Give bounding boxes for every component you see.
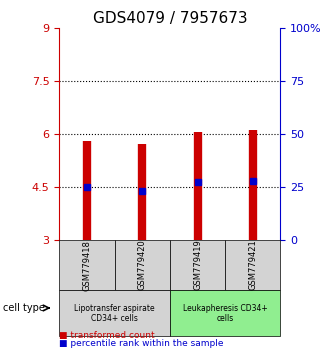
Bar (170, 240, 225, 290)
Text: GSM779418: GSM779418 (82, 240, 91, 291)
Text: GSM779420: GSM779420 (138, 240, 147, 290)
Bar (225, 240, 280, 290)
Bar (59, 240, 115, 290)
Bar (170, 290, 280, 336)
Bar (115, 240, 170, 290)
Bar (59, 290, 170, 336)
Text: cell type: cell type (3, 303, 45, 313)
Text: GSM779421: GSM779421 (248, 240, 257, 290)
Text: ■ percentile rank within the sample: ■ percentile rank within the sample (59, 339, 224, 348)
Title: GDS4079 / 7957673: GDS4079 / 7957673 (93, 11, 247, 26)
Text: Leukapheresis CD34+
cells: Leukapheresis CD34+ cells (183, 303, 268, 323)
Text: Lipotransfer aspirate
CD34+ cells: Lipotransfer aspirate CD34+ cells (74, 303, 155, 323)
Text: GSM779419: GSM779419 (193, 240, 202, 290)
Text: ■ transformed count: ■ transformed count (59, 331, 155, 340)
